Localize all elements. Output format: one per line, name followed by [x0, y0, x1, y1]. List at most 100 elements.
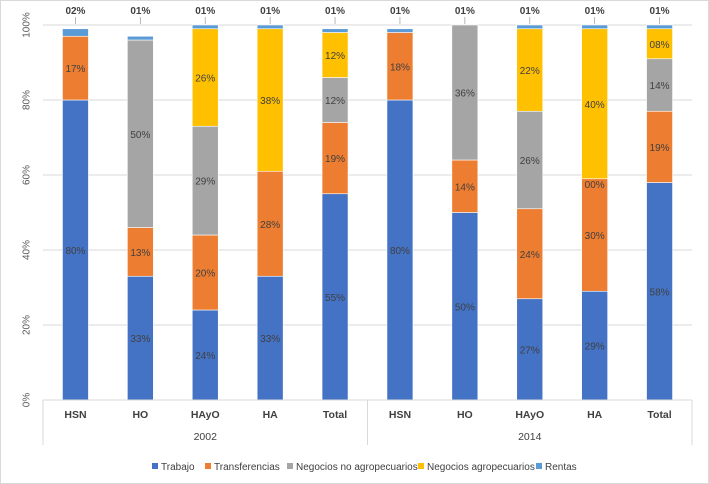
- bar-segment-transferencias: [646, 110, 673, 183]
- bar-segment-trabajo: [581, 290, 608, 401]
- x-group-label: 2002: [194, 431, 218, 443]
- data-label: 33%: [260, 334, 280, 345]
- data-label: 00%: [585, 180, 605, 191]
- legend-swatch-rentas: [536, 463, 542, 469]
- y-axis-ticks: 0% 20% 40% 60% 80% 100%: [22, 12, 33, 407]
- legend-label: Transferencias: [214, 462, 280, 473]
- x-axis: HSN HO HAyO HA Total 2002 HSN HO HAyO HA Total 2014: [42, 399, 693, 445]
- bar-segment-negocios-agropecuarios: [321, 32, 349, 78]
- x-category-label: HO: [457, 409, 473, 421]
- data-label-rentas: 01%: [455, 6, 475, 17]
- bar-segment-transferencias: [191, 234, 219, 311]
- data-label: 26%: [195, 74, 215, 85]
- legend-label: Negocios no agropecuarios: [296, 462, 418, 473]
- bar-segment-negocios-agropecuarios: [646, 28, 673, 60]
- data-label: 08%: [650, 40, 670, 51]
- data-label: 33%: [130, 334, 150, 345]
- data-label: 27%: [520, 345, 540, 356]
- x-category-label: Total: [323, 409, 347, 421]
- data-label: 24%: [195, 351, 215, 362]
- data-label: 38%: [260, 96, 280, 107]
- data-label-rentas: 01%: [260, 6, 280, 17]
- bar-segment-rentas: [321, 28, 349, 33]
- data-label: 24%: [520, 250, 540, 261]
- data-label: 36%: [455, 89, 475, 100]
- bar-segment-transferencias: [581, 178, 608, 292]
- data-label: 58%: [650, 287, 670, 298]
- data-label: 18%: [390, 62, 410, 73]
- bar-segment-transferencias: [516, 208, 544, 300]
- bar-segment-negocios-no-agropecuarios: [191, 125, 219, 236]
- data-label: 50%: [455, 302, 475, 313]
- bar-segment-rentas: [256, 24, 284, 30]
- y-tick-label: 40%: [22, 240, 33, 260]
- data-label: 29%: [195, 177, 215, 188]
- bar-segment-transferencias: [256, 170, 284, 277]
- bar-segment-transferencias: [62, 35, 89, 101]
- bar-segment-rentas: [581, 24, 608, 30]
- x-category-label: HSN: [64, 409, 86, 421]
- bar-segment-transferencias: [321, 122, 349, 195]
- bar-segment-transferencias: [386, 32, 414, 101]
- data-label-rentas: 01%: [325, 6, 345, 17]
- x-category-label: HSN: [389, 409, 411, 421]
- data-label: 26%: [520, 156, 540, 167]
- bar-segment-negocios-no-agropecuarios: [321, 77, 349, 123]
- bar-segment-rentas: [127, 35, 154, 41]
- x-category-label: HO: [132, 409, 148, 421]
- data-labels: 80% 33% 24% 33% 55% 80% 50% 27% 29% 58% 17% 13% 20% 2…: [65, 6, 669, 362]
- legend-swatch-negocios-agropecuarios: [418, 463, 424, 469]
- data-label-rentas: 01%: [195, 6, 215, 17]
- bar-segment-rentas: [646, 24, 673, 30]
- bar-segment-trabajo: [516, 298, 544, 401]
- data-label: 50%: [130, 130, 150, 141]
- bar-segment-trabajo: [451, 212, 479, 401]
- bar-segment-negocios-agropecuarios: [581, 28, 608, 180]
- y-tick-label: 100%: [22, 12, 33, 38]
- data-label: 12%: [325, 96, 345, 107]
- data-label: 80%: [65, 246, 85, 257]
- x-category-label: HA: [263, 409, 279, 421]
- data-label-rentas: 01%: [585, 6, 605, 17]
- bar-segment-negocios-no-agropecuarios: [127, 39, 154, 228]
- data-label-rentas: 01%: [520, 6, 540, 17]
- data-label-rentas: 01%: [650, 6, 670, 17]
- y-tick-label: 80%: [22, 90, 33, 110]
- bar-segment-rentas: [516, 24, 544, 30]
- data-label: 20%: [195, 269, 215, 280]
- bar-segment-rentas: [62, 28, 89, 37]
- data-label: 12%: [325, 51, 345, 62]
- y-tick-label: 0%: [22, 393, 33, 408]
- legend-swatch-trabajo: [152, 463, 158, 469]
- bar-segment-negocios-agropecuarios: [516, 28, 544, 112]
- legend-label: Rentas: [545, 462, 577, 473]
- data-label: 17%: [65, 64, 85, 75]
- x-category-label: HAyO: [191, 409, 220, 421]
- x-category-label: HA: [587, 409, 603, 421]
- bar-segment-negocios-no-agropecuarios: [451, 24, 479, 161]
- data-label-rentas: 02%: [65, 6, 85, 17]
- y-tick-label: 60%: [22, 165, 33, 185]
- data-label-rentas: 01%: [130, 6, 150, 17]
- data-label: 28%: [260, 220, 280, 231]
- bar-segment-negocios-agropecuarios: [191, 28, 219, 127]
- bar-segment-negocios-agropecuarios: [256, 28, 284, 172]
- data-label: 13%: [130, 248, 150, 259]
- bar-segment-transferencias: [451, 159, 479, 213]
- data-label: 55%: [325, 293, 345, 304]
- data-label: 22%: [520, 66, 540, 77]
- bar-segment-rentas: [191, 24, 219, 30]
- legend-label: Negocios agropecuarios: [427, 462, 535, 473]
- data-label: 19%: [650, 143, 670, 154]
- data-label: 40%: [585, 100, 605, 111]
- bar-segment-negocios-no-agropecuarios: [646, 58, 673, 112]
- legend-swatch-transferencias: [205, 463, 211, 469]
- data-label: 29%: [585, 342, 605, 353]
- x-category-label: Total: [647, 409, 671, 421]
- legend-label: Trabajo: [161, 462, 195, 473]
- bar-segment-transferencias: [127, 227, 154, 277]
- bar-segment-rentas: [386, 28, 414, 33]
- data-label: 80%: [390, 246, 410, 257]
- x-group-label: 2014: [518, 431, 542, 443]
- data-label-rentas: 01%: [390, 6, 410, 17]
